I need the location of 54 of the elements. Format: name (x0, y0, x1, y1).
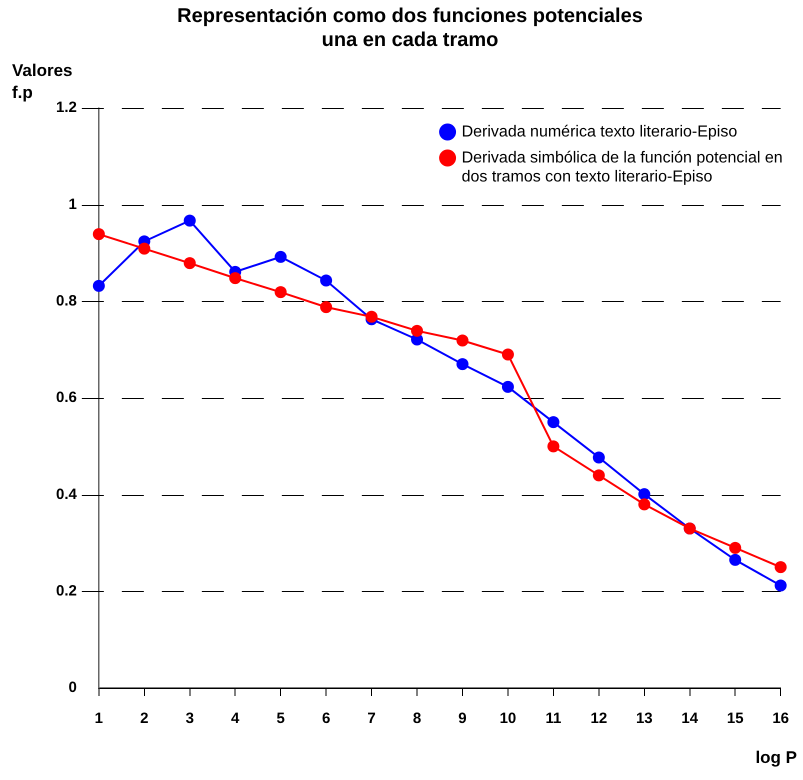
point (456, 358, 468, 370)
y-tick-label: 0.8 (56, 292, 77, 310)
x-tick-label: 12 (590, 710, 608, 728)
y-axis-title: Valores f.p (12, 61, 72, 102)
point (547, 440, 560, 452)
point (592, 469, 605, 482)
x-tick-label: 11 (545, 710, 562, 728)
chart-title: Representación como dos funciones potenciales una en cada tramo (176, 4, 644, 52)
y-tick-label: 0 (68, 679, 77, 696)
point (547, 416, 560, 428)
y-tick-label: 1 (68, 196, 77, 213)
point (502, 380, 514, 393)
point (411, 324, 424, 337)
legend-label: Derivada simbólica de la función potencial en dos tramos con texto literario-Episo (462, 149, 783, 186)
point (366, 310, 378, 323)
x-tick-label: 3 (186, 710, 194, 728)
x-tick-label: 14 (681, 710, 699, 728)
x-tick-label: 4 (231, 710, 240, 728)
point (229, 272, 242, 284)
point (138, 242, 150, 255)
point (592, 451, 605, 464)
point (729, 542, 742, 554)
point (774, 580, 787, 592)
y-tick-label: 0.6 (56, 389, 77, 406)
x-tick-label: 8 (412, 710, 422, 728)
point (92, 228, 105, 240)
x-tick-label: 6 (322, 710, 330, 728)
point (638, 488, 650, 500)
point (502, 348, 514, 360)
point (274, 250, 287, 263)
y-tick-label: 0.4 (56, 486, 78, 503)
point (320, 274, 332, 287)
y-tick-label: 0.2 (56, 582, 77, 600)
point (638, 498, 650, 510)
point (92, 280, 105, 292)
point (184, 214, 196, 227)
x-tick-label: 9 (458, 710, 467, 728)
x-tick-label: 13 (636, 710, 653, 728)
x-tick-label: 1 (94, 710, 104, 728)
x-tick-label: 16 (772, 710, 789, 728)
y-tick-label: 1.2 (56, 99, 77, 116)
point (184, 257, 196, 270)
x-axis-title: log P (755, 748, 797, 768)
x-tick-label: 7 (367, 710, 376, 728)
point (456, 334, 468, 346)
point (320, 301, 332, 314)
x-tick-label: 10 (500, 710, 516, 728)
point (274, 286, 287, 298)
point (729, 554, 742, 566)
x-tick-label: 5 (276, 710, 285, 728)
legend-label: Derivada numérica texto literario-Episo (462, 123, 738, 140)
x-tick-label: 15 (726, 710, 744, 728)
point (774, 561, 787, 574)
x-tick-label: 2 (140, 710, 148, 728)
